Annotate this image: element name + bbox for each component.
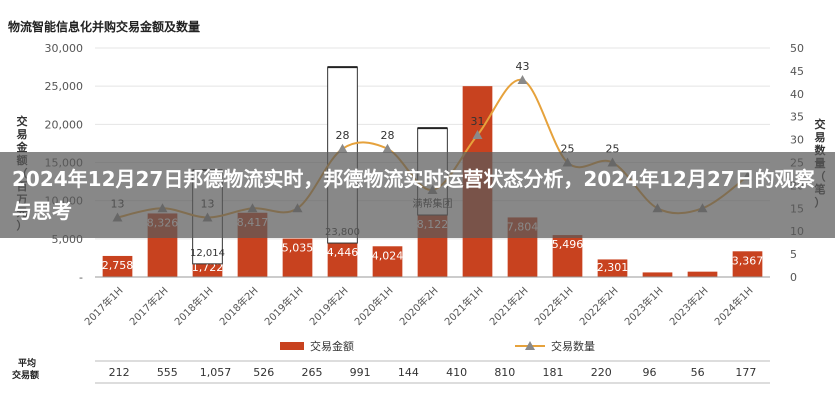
x-tick-label: 2022年1H bbox=[532, 284, 576, 328]
average-value: 181 bbox=[543, 366, 564, 379]
headline-text: 2024年12月27日邦德物流实时，邦德物流实时运营状态分析，2024年12月2… bbox=[12, 167, 815, 223]
legend-label-count: 交易数量 bbox=[551, 339, 595, 353]
bar bbox=[552, 235, 583, 277]
bar bbox=[732, 251, 763, 277]
chart-title: 物流智能信息化并购交易金额及数量 bbox=[8, 19, 200, 34]
bar bbox=[192, 263, 223, 277]
bar bbox=[642, 272, 673, 277]
average-value: 1,057 bbox=[200, 366, 232, 379]
x-tick-label: 2022年2H bbox=[577, 284, 621, 328]
average-value: 144 bbox=[398, 366, 419, 379]
bar bbox=[687, 271, 718, 277]
average-value: 212 bbox=[109, 366, 130, 379]
bar bbox=[282, 238, 313, 277]
x-tick-label: 2023年2H bbox=[667, 284, 711, 328]
bar bbox=[327, 243, 358, 277]
legend-label-amount: 交易金额 bbox=[310, 339, 354, 353]
x-tick-label: 2019年2H bbox=[307, 284, 351, 328]
bar bbox=[372, 246, 403, 277]
bar-data-label: 4,446 bbox=[327, 246, 359, 259]
average-value: 991 bbox=[350, 366, 371, 379]
average-value: 410 bbox=[446, 366, 467, 379]
x-tick-label: 2020年2H bbox=[397, 284, 441, 328]
count-marker bbox=[517, 75, 528, 85]
average-value: 56 bbox=[691, 366, 705, 379]
avg-label-line2: 交易额 bbox=[12, 369, 39, 381]
average-value: 526 bbox=[253, 366, 274, 379]
count-data-label: 31 bbox=[471, 115, 485, 128]
count-marker bbox=[472, 130, 483, 140]
average-value: 265 bbox=[301, 366, 322, 379]
average-value: 96 bbox=[642, 366, 656, 379]
count-marker bbox=[337, 143, 348, 153]
y-left-tick-label: 25,000 bbox=[45, 80, 84, 93]
y-left-tick-label: - bbox=[79, 271, 83, 284]
y-left-tick-label: 30,000 bbox=[45, 42, 84, 55]
x-tick-label: 2024年1H bbox=[712, 284, 756, 328]
average-value: 810 bbox=[494, 366, 515, 379]
y-right-tick-label: 50 bbox=[790, 42, 804, 55]
bar-data-label: 2,301 bbox=[597, 261, 629, 274]
average-value: 555 bbox=[157, 366, 178, 379]
outline-box-label: 12,014 bbox=[190, 248, 225, 259]
bar bbox=[597, 259, 628, 277]
bar-data-label: 5,035 bbox=[282, 242, 314, 255]
x-tick-label: 2017年2H bbox=[127, 284, 171, 328]
count-data-label: 28 bbox=[336, 129, 350, 142]
legend-swatch-amount bbox=[280, 342, 304, 350]
x-tick-label: 2018年1H bbox=[172, 284, 216, 328]
count-data-label: 28 bbox=[381, 129, 395, 142]
y-right-tick-label: 35 bbox=[790, 111, 804, 124]
avg-label-line1: 平均 bbox=[18, 357, 36, 369]
x-tick-label: 2018年2H bbox=[217, 284, 261, 328]
y-right-tick-label: 30 bbox=[790, 134, 804, 147]
bar-data-label: 5,496 bbox=[552, 238, 584, 251]
headline-overlay: 2024年12月27日邦德物流实时，邦德物流实时运营状态分析，2024年12月2… bbox=[0, 152, 835, 238]
x-tick-label: 2019年1H bbox=[262, 284, 306, 328]
y-right-tick-label: 40 bbox=[790, 88, 804, 101]
bar bbox=[102, 255, 133, 277]
bar-data-label: 4,024 bbox=[372, 249, 404, 262]
bar-data-label: 2,758 bbox=[102, 259, 134, 272]
x-tick-label: 2021年2H bbox=[487, 284, 531, 328]
average-value: 177 bbox=[735, 366, 756, 379]
average-value: 220 bbox=[591, 366, 612, 379]
x-tick-label: 2021年1H bbox=[442, 284, 486, 328]
y-left-tick-label: 20,000 bbox=[45, 118, 84, 131]
count-marker bbox=[382, 143, 393, 153]
x-tick-label: 2017年1H bbox=[82, 284, 126, 328]
y-right-tick-label: 45 bbox=[790, 65, 804, 78]
y-right-tick-label: 5 bbox=[790, 248, 797, 261]
y-right-tick-label: 0 bbox=[790, 271, 797, 284]
count-data-label: 43 bbox=[516, 60, 530, 73]
legend-marker-count bbox=[525, 341, 535, 350]
bar-data-label: 3,367 bbox=[732, 254, 764, 267]
x-tick-label: 2023年1H bbox=[622, 284, 666, 328]
x-tick-label: 2020年1H bbox=[352, 284, 396, 328]
